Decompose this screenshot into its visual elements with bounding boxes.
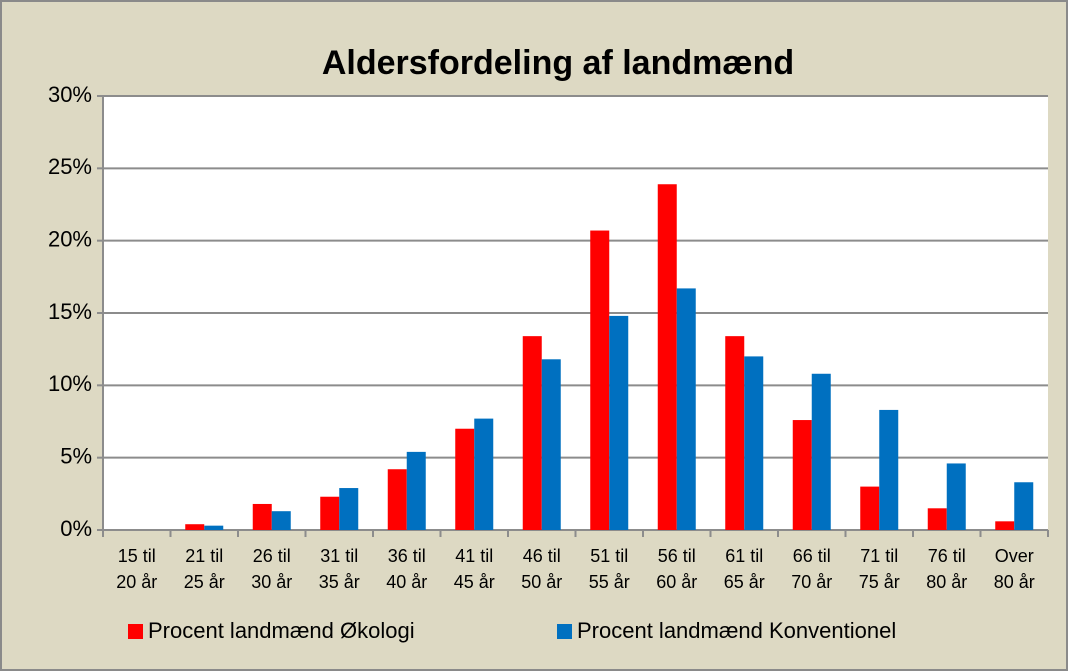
- y-tick-label: 30%: [48, 82, 92, 107]
- x-tick-label-line: 30 år: [251, 572, 292, 592]
- x-tick-label-line: 76 til: [928, 546, 966, 566]
- x-tick-label-line: 35 år: [319, 572, 360, 592]
- x-tick-label: 41 til 45 år: [454, 546, 495, 592]
- x-tick-label: 15 til 20 år: [116, 546, 157, 592]
- x-tick-label: 51 til 55 år: [589, 546, 630, 592]
- legend-label: Procent landmænd Konventionel: [577, 618, 896, 643]
- x-tick-label-line: 50 år: [521, 572, 562, 592]
- x-tick-label-line: 46 til: [523, 546, 561, 566]
- x-tick-label: 76 til 80 år: [926, 546, 967, 592]
- y-tick-label: 5%: [60, 443, 92, 468]
- bar: [590, 230, 610, 531]
- x-tick-label-line: 45 år: [454, 572, 495, 592]
- legend-swatch: [128, 624, 143, 639]
- x-tick-label-line: 80 år: [926, 572, 967, 592]
- bar: [387, 469, 407, 530]
- x-tick-label-line: 56 til: [658, 546, 696, 566]
- x-tick-label-line: 25 år: [184, 572, 225, 592]
- bar: [995, 521, 1015, 530]
- x-tick-label-line: 70 år: [791, 572, 832, 592]
- bar: [474, 418, 494, 530]
- x-tick-label-line: 80 år: [994, 572, 1035, 592]
- bar: [792, 420, 812, 530]
- x-tick-label-line: 31 til: [320, 546, 358, 566]
- y-tick-label: 15%: [48, 299, 92, 324]
- y-tick-label: 25%: [48, 154, 92, 179]
- x-tick-label: 46 til 50 år: [521, 546, 562, 592]
- bar: [744, 356, 764, 530]
- bar: [879, 409, 899, 530]
- y-tick-label: 0%: [60, 516, 92, 541]
- x-tick-label-line: 21 til: [185, 546, 223, 566]
- bar: [204, 525, 224, 530]
- bar: [927, 508, 947, 530]
- x-tick-label-line: 71 til: [860, 546, 898, 566]
- x-tick-label-line: 40 år: [386, 572, 427, 592]
- x-tick-label-line: 15 til: [118, 546, 156, 566]
- x-tick-label-line: 65 år: [724, 572, 765, 592]
- bar: [1014, 482, 1034, 530]
- x-tick-label: 71 til 75 år: [859, 546, 900, 592]
- x-tick-label-line: 66 til: [793, 546, 831, 566]
- legend-label: Procent landmænd Økologi: [148, 618, 415, 643]
- x-tick-label: 31 til 35 år: [319, 546, 360, 592]
- x-tick-label-line: 20 år: [116, 572, 157, 592]
- chart-title: Aldersfordeling af landmænd: [322, 44, 794, 82]
- x-tick-label-line: 26 til: [253, 546, 291, 566]
- x-tick-label-line: Over: [995, 546, 1034, 566]
- y-tick-label: 20%: [48, 226, 92, 251]
- bar: [946, 463, 966, 530]
- bar: [609, 315, 629, 530]
- x-tick-label-line: 55 år: [589, 572, 630, 592]
- bar: [339, 488, 359, 530]
- bar: [725, 336, 745, 530]
- bar: [271, 511, 291, 530]
- x-tick-label: 66 til 70 år: [791, 546, 832, 592]
- x-tick-label: Over 80 år: [994, 546, 1035, 592]
- bar: [657, 184, 677, 530]
- bar: [185, 524, 205, 530]
- bar: [406, 451, 426, 530]
- x-tick-label-line: 60 år: [656, 572, 697, 592]
- x-tick-label: 21 til 25 år: [184, 546, 225, 592]
- bar: [811, 373, 831, 530]
- x-tick-label: 36 til 40 år: [386, 546, 427, 592]
- x-tick-label-line: 36 til: [388, 546, 426, 566]
- bar: [455, 428, 475, 530]
- y-tick-label: 10%: [48, 371, 92, 396]
- x-tick-label-line: 61 til: [725, 546, 763, 566]
- x-tick-label-line: 75 år: [859, 572, 900, 592]
- x-tick-label: 26 til 30 år: [251, 546, 292, 592]
- bar: [252, 503, 272, 530]
- x-tick-label: 56 til 60 år: [656, 546, 697, 592]
- legend-swatch: [557, 624, 572, 639]
- bar: [676, 288, 696, 530]
- bar: [541, 359, 561, 530]
- x-tick-label: 61 til 65 år: [724, 546, 765, 592]
- bar: [860, 486, 880, 530]
- bar: [522, 336, 542, 530]
- bar: [320, 496, 340, 530]
- x-tick-label-line: 41 til: [455, 546, 493, 566]
- x-tick-label-line: 51 til: [590, 546, 628, 566]
